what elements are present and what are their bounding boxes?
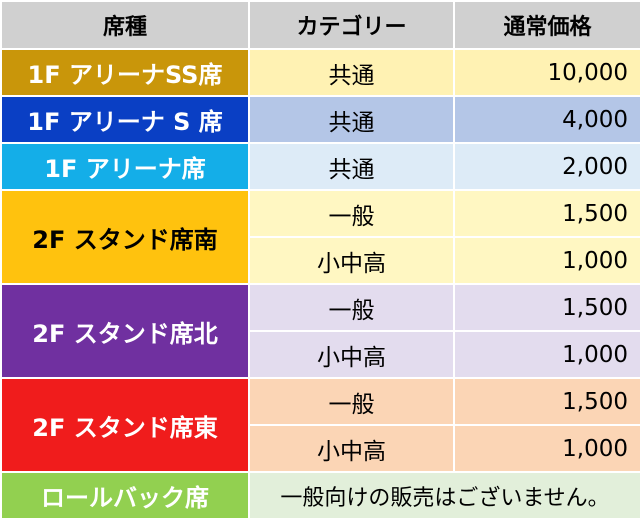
price-cell: 1,000 xyxy=(453,424,640,473)
category-cell: 小中高 xyxy=(248,236,455,285)
header-category: カテゴリー xyxy=(248,0,455,50)
table-row: 小中高 1,000 xyxy=(1,236,640,285)
category-cell: 小中高 xyxy=(248,330,455,379)
category-cell: 共通 xyxy=(248,95,455,144)
rollback-note: 一般向けの販売はございません。 xyxy=(248,471,640,520)
table-row: 小中高 1,000 xyxy=(1,330,640,379)
price-cell: 1,000 xyxy=(453,330,640,379)
price-cell: 1,500 xyxy=(453,189,640,238)
seat-type-cell: 2F スタンド席北 xyxy=(0,283,250,379)
table-row: 小中高 1,000 xyxy=(1,424,640,473)
table-row: 2F スタンド席東 一般 1,500 xyxy=(0,377,640,473)
header-price: 通常価格 xyxy=(453,0,640,50)
table-row: 1F アリーナ S 席共通 4,000 xyxy=(0,95,640,144)
seat-type-cell: 1F アリーナSS席 xyxy=(0,48,250,97)
table-row: 1F アリーナ席 共通 2,000 xyxy=(0,142,640,191)
table-row: 2F スタンド席北 一般 1,500 xyxy=(0,283,640,379)
price-cell: 10,000 xyxy=(453,48,640,97)
seat-type-cell: 2F スタンド席南 xyxy=(0,189,250,285)
price-cell: 2,000 xyxy=(453,142,640,191)
price-cell: 1,500 xyxy=(453,283,640,332)
seat-type-cell: 1F アリーナ S 席 xyxy=(0,95,250,144)
category-cell: 一般 xyxy=(248,189,455,238)
header-row: 席種 カテゴリー 通常価格 xyxy=(0,0,640,50)
seat-type-cell: 1F アリーナ席 xyxy=(0,142,250,191)
category-cell: 一般 xyxy=(248,377,455,426)
table-row: 1F アリーナSS席 共通 10,000 xyxy=(0,48,640,97)
seat-type-cell: 2F スタンド席東 xyxy=(0,377,250,473)
rollback-row: ロールバック席 一般向けの販売はございません。 xyxy=(0,471,640,520)
price-cell: 4,000 xyxy=(453,95,640,144)
category-cell: 共通 xyxy=(248,48,455,97)
price-cell: 1,500 xyxy=(453,377,640,426)
seat-type-cell: ロールバック席 xyxy=(0,471,250,520)
category-cell: 一般 xyxy=(248,283,455,332)
table-body: 1F アリーナSS席 共通 10,000 1F アリーナ S 席共通 4,000 1F ア… xyxy=(0,48,640,520)
price-cell: 1,000 xyxy=(453,236,640,285)
header-seat: 席種 xyxy=(0,0,250,50)
category-cell: 共通 xyxy=(248,142,455,191)
category-cell: 小中高 xyxy=(248,424,455,473)
table-row: 2F スタンド席南 一般 1,500 xyxy=(0,189,640,285)
